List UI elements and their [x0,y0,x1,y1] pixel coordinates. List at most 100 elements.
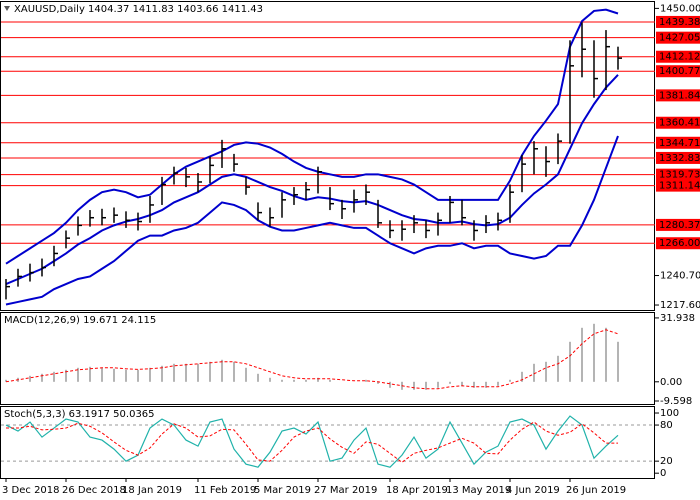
stoch-d [6,421,618,463]
level-label: 1427.05 [659,33,700,44]
level-label: 1319.73 [659,170,700,181]
macd-bar [173,363,175,382]
macd-title: MACD(12,26,9) 19.671 24.115 [4,315,156,326]
level-label-box [656,151,700,164]
macd-bar [185,363,187,382]
macd-bar [365,379,367,382]
chart-title: XAUUSD,Daily 1404.37 1411.83 1403.66 141… [14,4,263,15]
macd-bar [449,381,451,384]
level-label-box [656,15,700,28]
y-tick-label: 1240.70 [660,271,700,282]
macd-bar [485,381,487,388]
macd-bar [461,381,463,386]
stoch-k [5,415,619,468]
level-label: 1439.38 [659,17,700,28]
macd-bar [509,379,511,382]
level-label: 1412.12 [659,52,700,63]
macd-bar [473,381,475,388]
stoch-title: Stoch(5,3,3) 63.1917 50.0365 [4,409,155,420]
menu-icon [4,6,10,11]
x-tick-label: 3 Dec 2018 [2,485,60,496]
bollinger-band [5,135,619,306]
level-label: 1344.71 [659,138,700,149]
level-label-box [656,31,700,44]
level-label-box [656,136,700,149]
level-label: 1280.37 [659,220,700,231]
level-label-box [656,116,700,129]
level-label: 1381.84 [659,90,700,101]
y-tick-label: 100 [660,408,679,419]
y-tick-label: -9.598 [660,396,692,407]
x-tick-label: 27 Mar 2019 [314,485,377,496]
y-tick-label: 0 [660,468,666,479]
macd-bar [113,368,115,382]
macd-panel-frame [0,312,655,405]
macd-bar [41,373,43,382]
macd-bar [161,365,163,382]
x-tick-label: 18 Jan 2019 [122,485,182,496]
macd-bar [281,379,283,382]
x-tick-label: 11 Feb 2019 [194,485,256,496]
stoch-panel-frame [0,406,655,479]
macd-bar [65,369,67,382]
macd-bar [245,367,247,382]
price-panel-frame [0,1,655,311]
macd-bar [89,366,91,382]
macd-bar [497,381,499,386]
macd-bar [137,369,139,382]
x-tick-label: 4 Jun 2019 [506,485,560,496]
level-label-box [656,168,700,181]
level-label: 1266.00 [659,238,700,249]
macd-bar [197,363,199,382]
level-label: 1360.41 [659,118,700,129]
y-tick-label: 1450.00 [660,3,700,14]
y-tick-label: 20 [660,456,673,467]
level-label-box [656,218,700,231]
macd-bar [53,371,55,382]
macd-bar [269,377,271,382]
macd-bar [389,381,391,388]
macd-bar [77,367,79,382]
x-tick-label: 13 May 2019 [446,485,511,496]
macd-bar [581,327,583,382]
macd-bar [329,379,331,382]
macd-signal [5,329,619,390]
macd-bar [545,361,547,382]
macd-bar [293,379,295,382]
level-label-box [656,179,700,192]
y-tick-label: 1217.60 [660,300,700,311]
macd-bar [605,327,607,382]
macd-bar [221,359,223,382]
macd-bar [5,379,7,382]
level-label: 1311.14 [659,181,700,192]
x-tick-label: 5 Mar 2019 [254,485,311,496]
macd-bar [569,341,571,382]
y-tick-label: 80 [660,420,673,431]
level-label-box [656,65,700,78]
macd-bar [425,381,427,390]
level-label-box [656,89,700,102]
x-tick-label: 18 Apr 2019 [386,485,448,496]
level-label: 1332.83 [659,153,700,164]
macd-bar [437,381,439,388]
macd-bar [557,355,559,382]
macd-bar [29,375,31,382]
y-tick-label: 0.00 [660,377,682,388]
macd-bar [617,341,619,382]
macd-bar [149,367,151,382]
x-tick-label: 26 Jun 2019 [566,485,626,496]
macd-bar [413,381,415,390]
macd-bar [521,371,523,382]
macd-bar [593,323,595,382]
macd-bar [257,373,259,382]
bollinger-band [5,74,619,286]
level-label: 1400.77 [659,66,700,77]
x-tick-label: 26 Dec 2018 [62,485,126,496]
level-label-box [656,237,700,250]
macd-bar [125,369,127,382]
macd-bar [209,361,211,382]
macd-bar [233,361,235,382]
y-tick-label: 31.938 [660,313,695,324]
